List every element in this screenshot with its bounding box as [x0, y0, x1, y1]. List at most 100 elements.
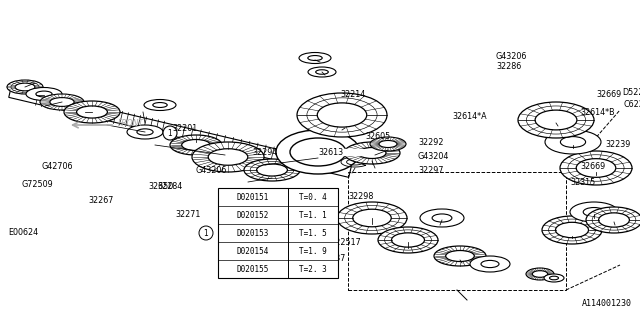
Ellipse shape — [276, 130, 360, 174]
Ellipse shape — [526, 268, 554, 280]
Text: D020154: D020154 — [237, 246, 269, 255]
Text: G43206: G43206 — [496, 52, 527, 61]
Ellipse shape — [244, 159, 300, 181]
Ellipse shape — [583, 207, 605, 217]
Ellipse shape — [358, 148, 386, 158]
Text: 32271: 32271 — [175, 210, 200, 219]
Text: D020152: D020152 — [237, 211, 269, 220]
Ellipse shape — [420, 209, 464, 227]
Ellipse shape — [257, 164, 287, 176]
Text: E00624: E00624 — [8, 228, 38, 237]
Text: T=1. 9: T=1. 9 — [299, 246, 326, 255]
Text: 32297: 32297 — [418, 166, 444, 175]
Ellipse shape — [50, 98, 74, 106]
Ellipse shape — [470, 256, 510, 272]
Ellipse shape — [353, 209, 391, 227]
Ellipse shape — [556, 222, 589, 238]
Ellipse shape — [598, 213, 629, 227]
Text: 32201: 32201 — [172, 124, 197, 133]
Ellipse shape — [550, 276, 559, 280]
Text: 32614*A: 32614*A — [452, 112, 486, 121]
Ellipse shape — [379, 140, 397, 148]
Ellipse shape — [378, 227, 438, 253]
Ellipse shape — [344, 142, 400, 164]
Text: 32613: 32613 — [318, 148, 343, 157]
Ellipse shape — [432, 214, 452, 222]
Ellipse shape — [170, 135, 222, 155]
Text: T=2. 3: T=2. 3 — [299, 265, 326, 274]
Ellipse shape — [316, 70, 328, 74]
Text: 32669: 32669 — [596, 90, 621, 99]
Text: 1: 1 — [204, 228, 209, 237]
Text: 32284: 32284 — [157, 182, 182, 191]
Polygon shape — [323, 149, 363, 155]
Ellipse shape — [586, 207, 640, 233]
Ellipse shape — [36, 91, 52, 97]
Bar — [218, 188, 338, 278]
Text: 1: 1 — [168, 129, 172, 138]
Text: G72509: G72509 — [22, 180, 54, 189]
Ellipse shape — [560, 151, 632, 185]
Text: 32315: 32315 — [570, 178, 595, 187]
Bar — [348, 172, 566, 290]
Text: 32605: 32605 — [365, 132, 390, 141]
Text: T=1. 1: T=1. 1 — [299, 211, 326, 220]
Text: 32650: 32650 — [148, 182, 173, 191]
Ellipse shape — [542, 216, 602, 244]
Ellipse shape — [182, 140, 211, 150]
Ellipse shape — [153, 102, 167, 108]
Text: T=0. 4: T=0. 4 — [299, 193, 326, 202]
Ellipse shape — [137, 129, 153, 135]
Ellipse shape — [545, 130, 601, 154]
Ellipse shape — [308, 56, 322, 60]
Ellipse shape — [532, 271, 548, 277]
Ellipse shape — [518, 102, 594, 138]
Ellipse shape — [26, 87, 62, 100]
Text: 32214: 32214 — [340, 90, 365, 99]
Text: 32669: 32669 — [580, 162, 605, 171]
Text: D52203: D52203 — [622, 88, 640, 97]
Ellipse shape — [576, 159, 616, 177]
Text: 32298: 32298 — [348, 192, 373, 201]
Ellipse shape — [370, 137, 406, 151]
Ellipse shape — [15, 83, 35, 91]
Text: 32267: 32267 — [88, 196, 113, 205]
Ellipse shape — [561, 137, 586, 148]
Ellipse shape — [392, 233, 424, 247]
Ellipse shape — [40, 94, 84, 110]
Text: D020153: D020153 — [237, 228, 269, 237]
Ellipse shape — [544, 274, 564, 282]
Text: FRONT: FRONT — [118, 119, 144, 128]
Text: D020151: D020151 — [237, 193, 269, 202]
Text: G22517: G22517 — [330, 238, 362, 247]
Text: G43204: G43204 — [418, 152, 449, 161]
Ellipse shape — [192, 142, 264, 172]
Polygon shape — [9, 87, 351, 177]
Ellipse shape — [570, 202, 618, 222]
Ellipse shape — [535, 110, 577, 130]
Ellipse shape — [481, 260, 499, 268]
Ellipse shape — [297, 93, 387, 137]
Ellipse shape — [7, 80, 43, 94]
Text: 32237: 32237 — [320, 254, 346, 263]
Text: 32614*B: 32614*B — [580, 108, 614, 117]
Text: D020155: D020155 — [237, 265, 269, 274]
Ellipse shape — [337, 202, 407, 234]
Circle shape — [163, 126, 177, 140]
Ellipse shape — [308, 67, 336, 77]
Text: C62202: C62202 — [624, 100, 640, 109]
Text: A114001230: A114001230 — [582, 299, 632, 308]
Circle shape — [199, 226, 213, 240]
Text: 32294: 32294 — [252, 148, 277, 157]
Ellipse shape — [64, 101, 120, 123]
Ellipse shape — [127, 125, 163, 139]
Ellipse shape — [77, 106, 108, 118]
Ellipse shape — [208, 149, 248, 165]
Ellipse shape — [144, 100, 176, 110]
Ellipse shape — [434, 246, 486, 266]
Text: G43206: G43206 — [196, 166, 227, 175]
Text: 32239: 32239 — [605, 140, 630, 149]
Ellipse shape — [317, 103, 367, 127]
Text: G42706: G42706 — [42, 162, 74, 171]
Text: T=1. 5: T=1. 5 — [299, 228, 326, 237]
